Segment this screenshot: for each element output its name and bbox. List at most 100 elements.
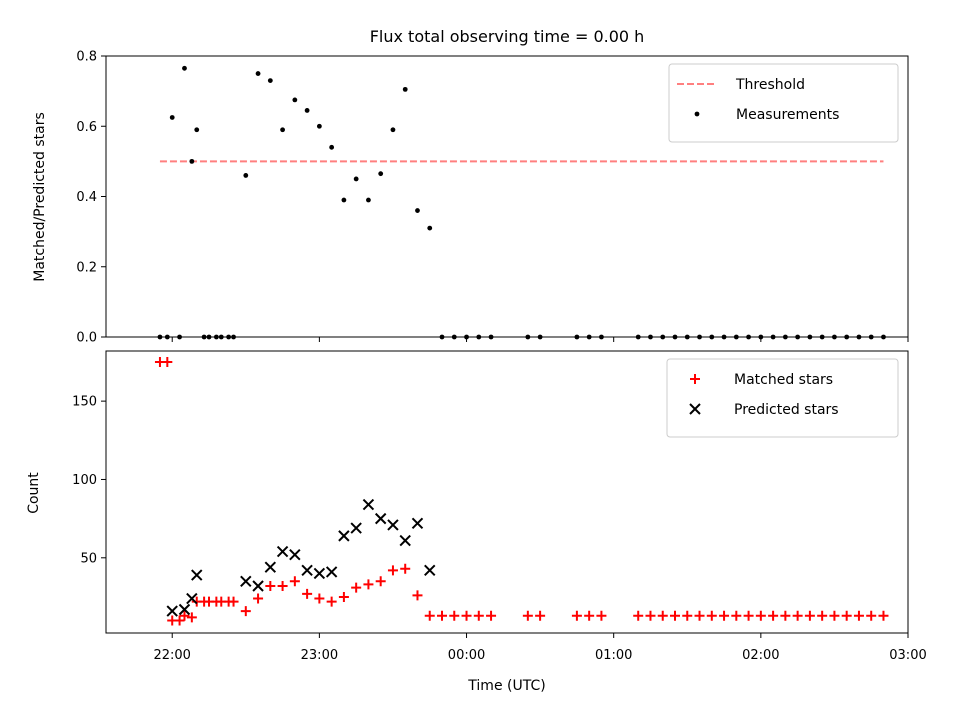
matched-star-point [302,588,313,599]
predicted-star-point [350,522,362,534]
y-tick-label: 0.6 [76,120,97,135]
matched-star-point [792,610,803,621]
measurement-point [427,225,433,231]
panel-counts: 50 100 150 22:00 23:00 00:00 01:00 02:00 03:00 Ma… [72,350,927,663]
y-tick-label: 0.4 [76,190,97,205]
predicted-star-point [387,519,399,531]
predicted-star-point [362,498,375,511]
matched-star-point [400,563,411,574]
measurement-point [402,86,408,92]
matched-star-point [351,582,362,593]
x-tick-label: 03:00 [889,648,926,663]
predicted-star-point [338,530,350,542]
axes-frame [105,350,909,634]
y-tick-label: 50 [80,551,97,566]
y-axis-label-count: Count [26,472,42,514]
measurement-point [353,176,359,182]
matched-star-point [437,610,448,621]
matched-star-point [253,593,264,604]
matched-star-point [571,610,582,621]
x-tick-label: 02:00 [742,648,779,663]
x-tick-label: 22:00 [153,648,190,663]
matched-star-point [853,610,864,621]
matched-star-point [162,356,173,367]
x-axis-label: Time (UTC) [467,678,545,694]
predicted-star-point [252,580,264,592]
matched-star-point [743,610,754,621]
matched-star-point [866,610,877,621]
legend-label: Measurements [736,107,839,123]
legend-swatch [694,111,700,117]
matched-star-point [461,610,472,621]
matched-star-point [326,596,337,607]
matched-star-point [768,610,779,621]
matched-star-point [817,610,828,621]
matched-star-point [804,610,815,621]
matched-star-point [633,610,644,621]
predicted-star-point [411,517,424,530]
matched-star-point [486,610,497,621]
matched-star-point [731,610,742,621]
measurement-point [243,173,249,178]
matched-star-point [186,612,197,623]
y-tick-label: 0.2 [76,260,97,275]
predicted-star-point [264,561,277,573]
legend-swatch [690,374,700,384]
matched-star-point [584,610,595,621]
matched-star-point [174,615,185,626]
measurement-point [194,127,200,133]
measurement-point [415,208,420,213]
matched-star-point [535,610,546,621]
matched-star-point [375,576,386,587]
panel-ratio: 0.0 0.2 0.4 0.6 0.8 Threshold Measurements [76,50,909,346]
matched-star-point [424,610,435,621]
matched-star-point [277,581,288,591]
predicted-star-point [325,566,338,578]
y-tick-label: 100 [72,473,97,488]
matched-star-point [314,593,325,604]
legend-label: Matched stars [734,372,833,388]
legend-label: Predicted stars [734,402,839,418]
predicted-star-point [166,605,178,617]
matched-star-point [755,610,766,621]
measurement-point [189,158,195,164]
y-axis-label-ratio: Matched/Predicted stars [32,112,48,282]
y-tick-label: 0.8 [76,50,97,65]
matched-star-point [670,610,681,621]
measurement-point [366,197,371,203]
predicted-star-point [289,548,301,561]
matched-star-point [363,579,374,590]
predicted-star-point [374,512,387,525]
matched-star-point [473,610,484,621]
measurement-point [255,71,261,76]
measurement-point [280,127,285,133]
y-tick-label: 150 [72,395,97,410]
predicted-star-point [240,575,252,588]
matched-star-point [522,610,533,621]
matched-star-point [645,610,656,621]
predicted-star-point [276,545,289,558]
predicted-star-point [191,569,203,581]
matched-star-point [780,610,791,621]
matched-star-point [841,610,852,621]
matched-star-point [829,610,840,621]
matched-star-point [338,591,349,602]
matched-star-point [387,565,398,576]
matched-star-point [682,610,693,621]
legend [668,63,899,143]
measurement-point [182,65,187,71]
predicted-star-point [424,564,436,577]
axes-frame [105,55,909,338]
matched-star-point [289,576,300,587]
matched-star-point [449,610,460,621]
matched-star-point [228,596,239,607]
x-tick-label: 23:00 [301,648,338,663]
x-tick-label: 00:00 [448,648,485,663]
predicted-star-point [313,567,326,580]
chart-title: Flux total observing time = 0.00 h [370,27,645,46]
matched-star-point [878,610,889,621]
matched-star-point [265,581,276,591]
measurement-point [304,108,310,113]
measurement-point [390,127,396,133]
measurement-point [267,78,273,83]
